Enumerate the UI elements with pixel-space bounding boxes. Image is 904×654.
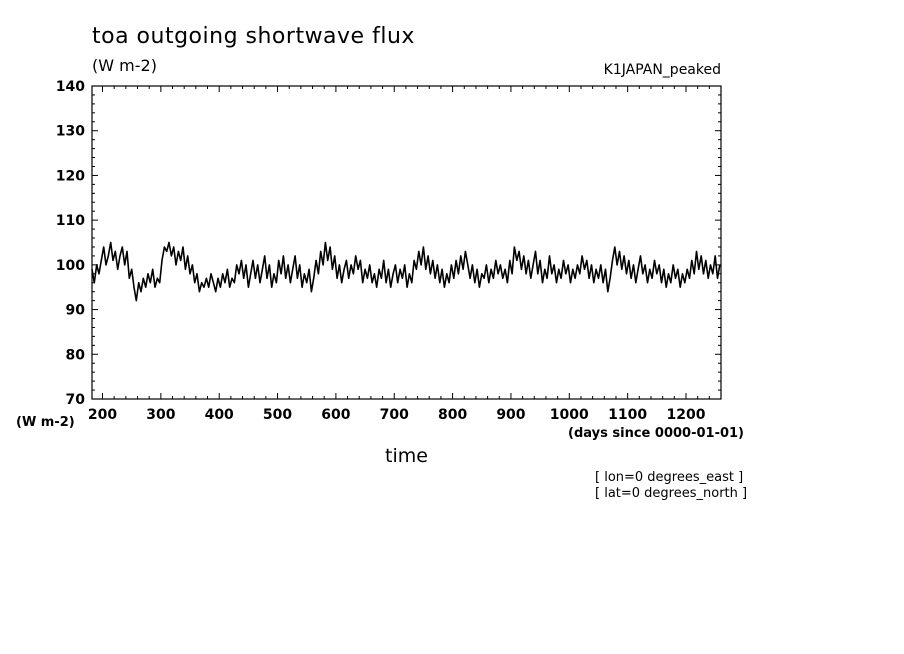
x-tick-label: 1000 bbox=[550, 407, 589, 423]
y-tick-label: 100 bbox=[56, 258, 85, 274]
x-tick-label: 300 bbox=[146, 407, 175, 423]
x-axis-title: time bbox=[385, 445, 428, 467]
y-tick-label: 140 bbox=[56, 79, 85, 95]
y-tick-label: 70 bbox=[66, 392, 86, 408]
x-tick-label: 1100 bbox=[608, 407, 647, 423]
x-tick-label: 700 bbox=[380, 407, 409, 423]
x-tick-label: 600 bbox=[321, 407, 350, 423]
y-tick-label: 90 bbox=[66, 303, 86, 319]
y-axis-units: (W m-2) bbox=[16, 415, 75, 430]
y-tick-label: 80 bbox=[66, 347, 86, 363]
longitude-note: [ lon=0 degrees_east ] bbox=[595, 470, 744, 485]
x-axis-units: (days since 0000-01-01) bbox=[568, 426, 744, 441]
chart-units: (W m-2) bbox=[92, 56, 157, 75]
x-tick-label: 900 bbox=[496, 407, 525, 423]
latitude-note: [ lat=0 degrees_north ] bbox=[595, 486, 748, 501]
chart-title: toa outgoing shortwave flux bbox=[92, 24, 415, 49]
x-tick-label: 400 bbox=[205, 407, 234, 423]
x-tick-label: 800 bbox=[438, 407, 467, 423]
dataset-label: K1JAPAN_peaked bbox=[603, 62, 721, 78]
x-tick-label: 500 bbox=[263, 407, 292, 423]
flux-series-line bbox=[91, 241, 721, 302]
x-tick-label: 200 bbox=[88, 407, 117, 423]
x-tick-label: 1200 bbox=[667, 407, 706, 423]
y-tick-label: 120 bbox=[56, 168, 85, 184]
y-tick-label: 110 bbox=[56, 213, 85, 229]
axis-ticks bbox=[92, 85, 722, 400]
y-tick-label: 130 bbox=[56, 124, 85, 140]
plot-frame bbox=[91, 85, 722, 400]
tick-labels: 70 80 90 100 110 120 130 140 200 300 400 500 600 700 8… bbox=[56, 79, 706, 423]
